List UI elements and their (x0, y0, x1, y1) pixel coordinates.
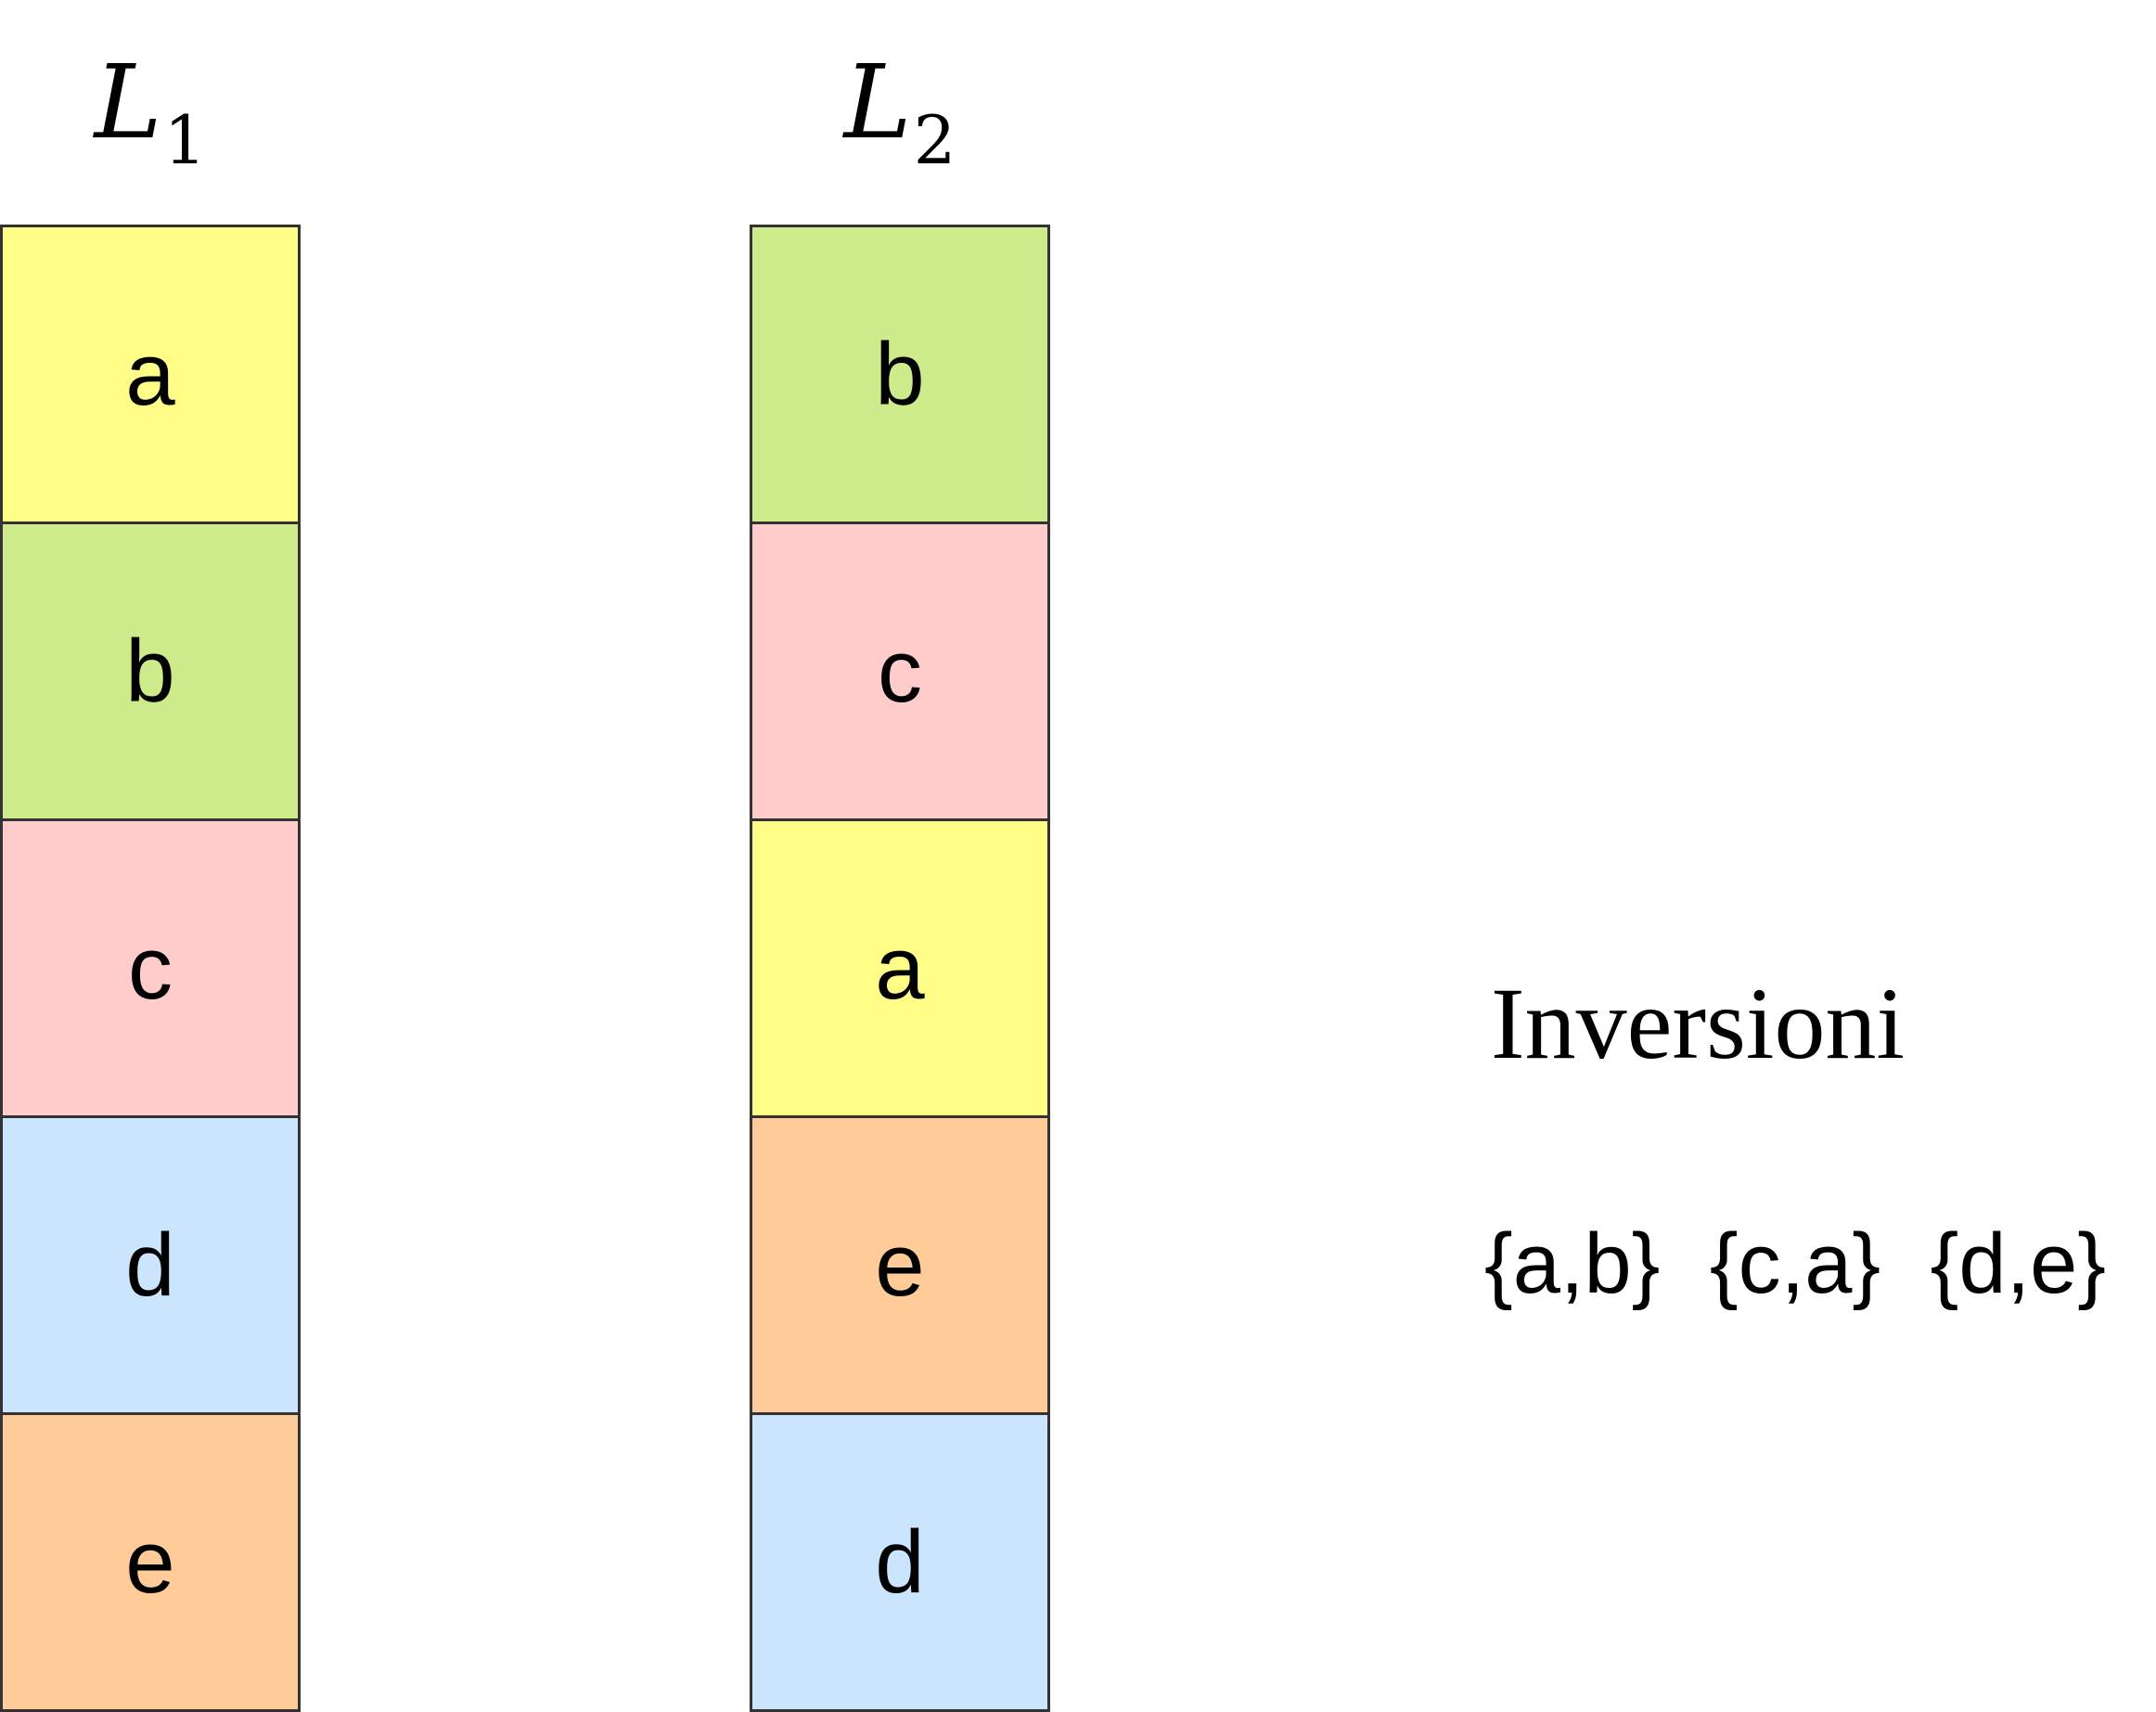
list-1-item: c (0, 818, 301, 1118)
list-1-item: e (0, 1412, 301, 1712)
list-1-label-letter: L (94, 43, 162, 161)
list-2-label: L2 (750, 37, 1050, 179)
inversion-pair: {c,a} (1709, 1216, 1881, 1311)
list-1-label: L1 (0, 37, 301, 179)
list-2-item: b (750, 225, 1050, 524)
list-1-label-subscript: 1 (163, 101, 207, 179)
inversion-pair: {d,e} (1930, 1216, 2107, 1311)
list-1-item: d (0, 1115, 301, 1415)
list-2-item: a (750, 818, 1050, 1118)
list-2-column: b c a e d (750, 225, 1050, 1712)
list-2-label-letter: L (843, 43, 912, 161)
inversions-title: Inversioni (1490, 967, 1905, 1080)
list-2-item: e (750, 1115, 1050, 1415)
inversion-pair: {a,b} (1484, 1216, 1661, 1311)
inversion-pairs: {a,b} {c,a} {d,e} (1484, 1216, 2156, 1313)
list-2-label-subscript: 2 (913, 101, 956, 179)
list-2-item: c (750, 521, 1050, 821)
list-2-item: d (750, 1412, 1050, 1712)
list-1-item: b (0, 521, 301, 821)
list-1-item: a (0, 225, 301, 524)
list-1-column: a b c d e (0, 225, 301, 1712)
